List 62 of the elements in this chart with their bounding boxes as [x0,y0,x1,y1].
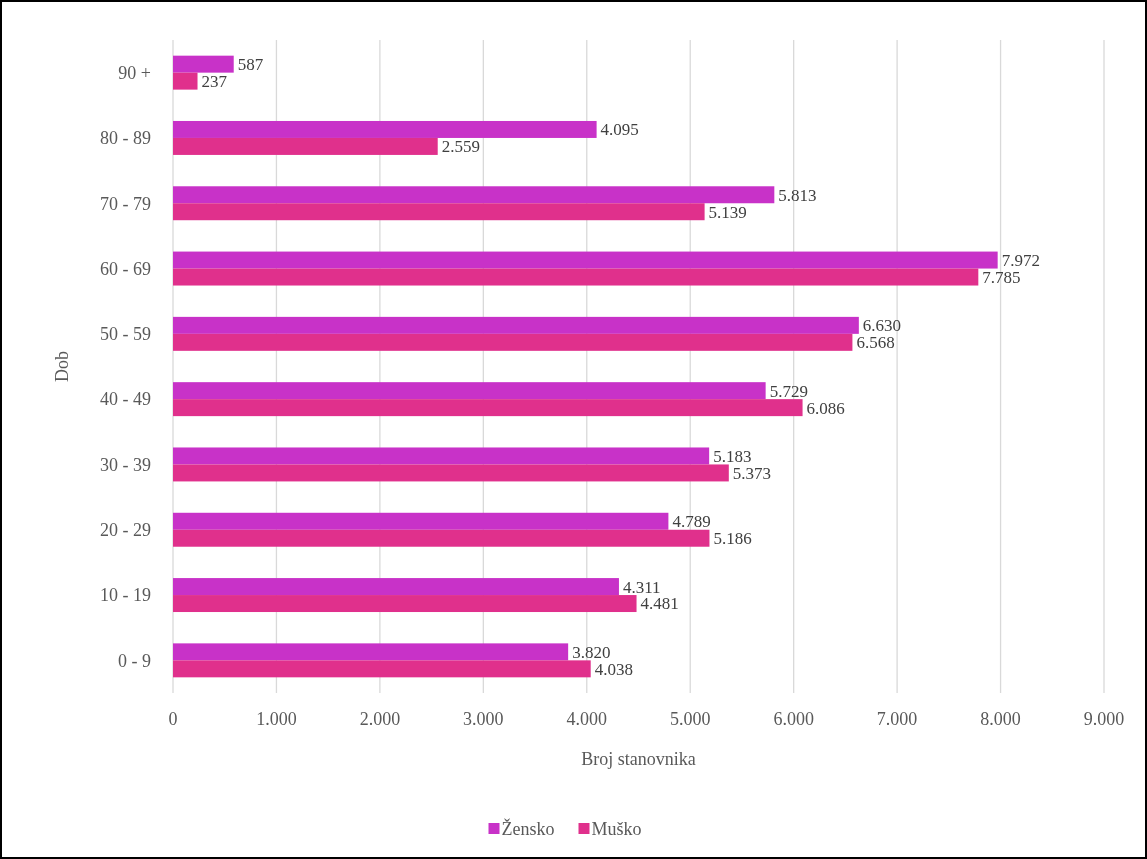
data-label: 4.789 [672,512,711,532]
x-tick-label: 5.000 [669,709,711,729]
bar [173,186,775,204]
data-label: 6.568 [856,333,895,353]
y-tick-label: 90 + [118,62,151,83]
x-tick-label: 6.000 [773,709,814,729]
data-label: 5.139 [708,202,747,222]
data-label: 237 [201,72,228,92]
bar [173,137,438,155]
data-label: 2.559 [441,137,480,157]
bar [173,251,998,269]
bar [173,447,710,465]
y-tick-label: 50 - 59 [100,324,151,345]
data-label: 4.038 [594,659,633,679]
bar [173,55,234,73]
bar [173,578,619,596]
data-label: 4.481 [640,594,679,614]
bar [173,512,669,530]
bar [173,268,979,286]
bar [173,72,198,90]
legend-label: Muško [591,819,642,840]
data-label: 5.183 [713,446,752,466]
x-tick-label: 9.000 [1083,709,1125,729]
data-label: 5.729 [769,381,808,401]
x-tick-label: 2.000 [359,709,401,729]
data-label: 5.373 [732,463,772,483]
bar [173,529,710,547]
bar [173,595,637,613]
bar [173,203,705,221]
bar [173,316,859,334]
data-label: 587 [237,55,264,75]
y-tick-label: 30 - 39 [100,454,151,475]
x-tick-label: 8.000 [980,709,1021,729]
x-tick-label: 3.000 [463,709,504,729]
y-tick-label: 40 - 49 [100,389,151,410]
bar [173,660,591,678]
y-tick-label: 70 - 79 [100,193,151,214]
y-tick-label: 20 - 29 [100,520,151,541]
bar [173,643,569,661]
data-label: 6.086 [806,398,845,418]
y-tick-label: 10 - 19 [100,585,151,606]
x-tick-label: 1.000 [256,709,297,729]
x-tick-label: 7.000 [876,709,918,729]
bar [173,382,766,400]
data-label: 4.095 [600,120,639,140]
data-label: 5.186 [713,529,752,549]
data-label: 3.820 [572,642,611,662]
bar [173,399,803,417]
bar [173,120,597,138]
y-tick-label: 80 - 89 [100,128,151,149]
y-tick-label: 60 - 69 [100,258,151,279]
legend-label: Žensko [501,818,555,840]
data-label: 5.813 [778,185,817,205]
y-axis-title: Dob [52,351,72,382]
bar [173,333,853,351]
x-tick-label: 4.000 [566,709,608,729]
data-label: 4.311 [622,577,661,597]
y-tick-label: 0 - 9 [118,650,151,671]
x-tick-label: 0 [168,709,178,729]
bar [173,464,729,482]
data-label: 6.630 [862,316,902,336]
x-axis-title: Broj stanovnika [581,749,696,769]
